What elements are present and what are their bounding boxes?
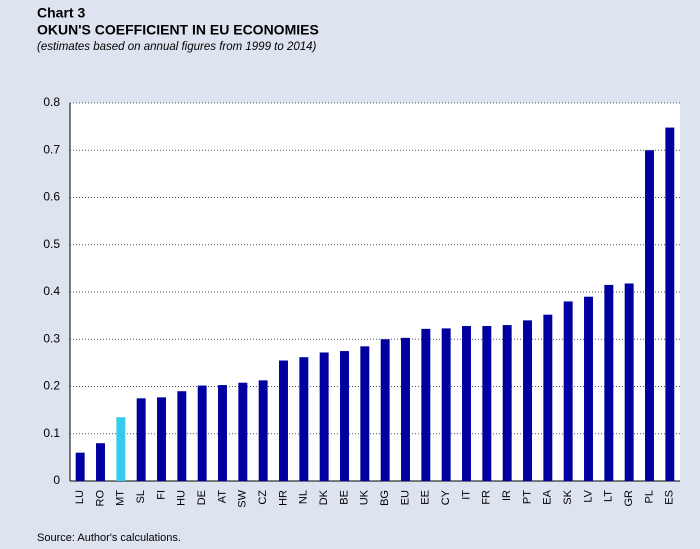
- bar: [157, 397, 166, 481]
- y-tick-label: 0.8: [43, 95, 60, 109]
- bar: [563, 301, 573, 481]
- x-tick-label: PL: [643, 490, 655, 503]
- plot-area: [70, 103, 680, 481]
- x-tick-label: CY: [440, 489, 452, 505]
- bar: [96, 443, 105, 481]
- bar: [624, 283, 634, 481]
- bar: [177, 391, 187, 481]
- x-tick-label: CZ: [257, 490, 269, 505]
- bar: [116, 417, 126, 481]
- bar: [502, 325, 512, 481]
- bar: [584, 296, 593, 481]
- x-tick-label: LU: [74, 490, 86, 504]
- bar: [543, 314, 553, 481]
- x-tick-label: HR: [277, 490, 289, 506]
- source-note: Source: Author's calculations.: [37, 532, 181, 544]
- bar: [645, 150, 654, 481]
- x-tick-label: EA: [542, 489, 554, 504]
- bar: [482, 326, 492, 481]
- bar: [380, 339, 390, 481]
- x-tick-label: BE: [338, 490, 350, 505]
- chart-label: Chart 3: [37, 5, 85, 21]
- chart-title: OKUN'S COEFFICIENT IN EU ECONOMIES: [37, 22, 319, 38]
- bar: [279, 360, 288, 481]
- y-tick-label: 0.6: [43, 190, 60, 204]
- bar: [197, 385, 207, 481]
- chart-subtitle: (estimates based on annual figures from …: [37, 41, 317, 53]
- bar: [523, 320, 532, 481]
- bar: [299, 357, 309, 481]
- x-tick-label: AT: [216, 490, 228, 504]
- y-tick-label: 0.1: [43, 426, 60, 440]
- x-tick-label: MT: [115, 490, 127, 506]
- bar: [238, 382, 248, 481]
- x-tick-label: NL: [298, 490, 310, 504]
- bar: [75, 452, 85, 481]
- bar: [136, 398, 146, 481]
- x-tick-label: FI: [155, 490, 167, 500]
- x-tick-label: IT: [460, 490, 472, 500]
- y-tick-label: 0.5: [43, 237, 60, 251]
- x-tick-label: FR: [481, 490, 493, 505]
- bar: [360, 346, 370, 481]
- bar: [665, 127, 675, 481]
- x-tick-label: LV: [582, 489, 594, 502]
- bar: [462, 326, 471, 481]
- x-tick-label: SL: [135, 490, 147, 503]
- bar: [441, 328, 451, 481]
- x-tick-label: SW: [237, 489, 249, 507]
- y-tick-label: 0.4: [43, 284, 60, 298]
- x-tick-label: DE: [196, 490, 208, 505]
- x-tick-label: UK: [359, 489, 371, 505]
- bar: [421, 328, 431, 481]
- bar: [258, 380, 268, 481]
- bar: [401, 337, 410, 481]
- bar: [340, 351, 349, 481]
- x-tick-label: EU: [399, 490, 411, 505]
- y-tick-label: 0.2: [43, 379, 60, 393]
- x-tick-label: ES: [664, 490, 676, 505]
- y-tick-label: 0.7: [43, 142, 60, 156]
- bar: [319, 352, 329, 481]
- y-tick-label: 0: [53, 473, 60, 487]
- x-tick-label: GR: [623, 490, 635, 507]
- x-tick-label: PT: [521, 490, 533, 504]
- x-tick-label: LT: [603, 490, 615, 502]
- bar: [604, 284, 614, 481]
- x-tick-label: EE: [420, 490, 432, 505]
- bar: [218, 385, 227, 481]
- y-tick-label: 0.3: [43, 331, 60, 345]
- x-tick-label: RO: [94, 490, 106, 507]
- x-tick-label: DK: [318, 489, 330, 505]
- x-tick-label: IR: [501, 490, 513, 501]
- x-tick-label: HU: [176, 490, 188, 506]
- x-tick-label: SK: [562, 489, 574, 504]
- x-tick-label: BG: [379, 490, 391, 506]
